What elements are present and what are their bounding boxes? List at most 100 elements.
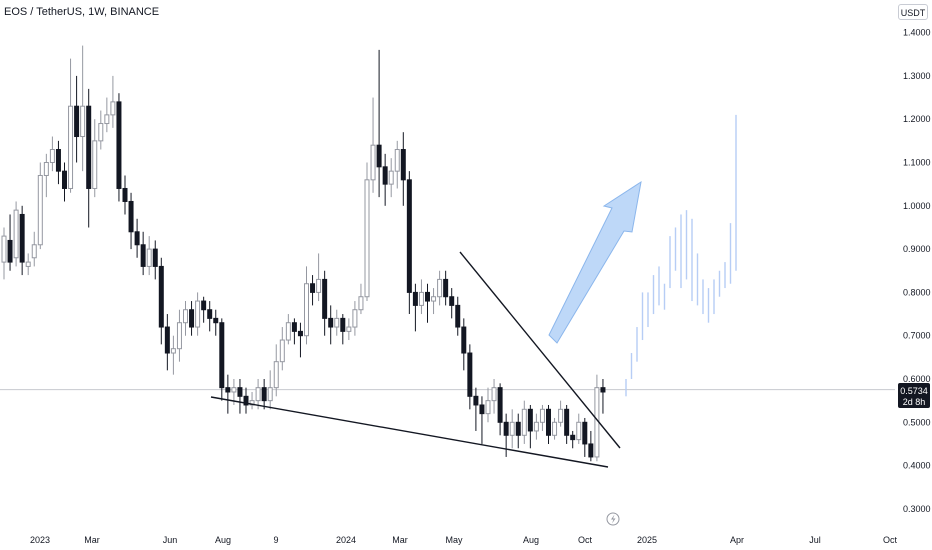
candle [473, 387, 479, 431]
currency-badge[interactable]: USDT [898, 4, 928, 20]
candle [400, 132, 406, 206]
candle [394, 140, 400, 189]
y-tick-label: 1.3000 [903, 71, 931, 81]
y-tick-label: 0.8000 [903, 287, 931, 297]
candle [213, 309, 219, 336]
candle [243, 387, 249, 414]
candle [189, 301, 195, 336]
candle [19, 205, 25, 276]
x-tick-label: Aug [523, 535, 539, 545]
candle [297, 322, 303, 358]
candle [546, 404, 551, 444]
candle [346, 318, 352, 341]
candle [364, 162, 370, 302]
candle [412, 283, 418, 332]
y-tick-label: 1.2000 [903, 114, 931, 124]
candle [582, 417, 588, 457]
candle [370, 97, 376, 193]
candle [515, 413, 521, 449]
candle [7, 214, 13, 271]
candle [533, 413, 539, 440]
candle [503, 413, 509, 457]
price-label-bg [898, 383, 930, 408]
candle [152, 240, 158, 280]
candle [164, 314, 170, 371]
candle [509, 409, 515, 449]
candle [207, 301, 213, 332]
resistance-trendline [459, 251, 621, 449]
lightning-icon[interactable] [606, 512, 620, 526]
candle [310, 275, 316, 306]
candle [68, 58, 74, 193]
candle [527, 404, 533, 449]
candle [455, 296, 461, 336]
candle [49, 136, 55, 172]
y-tick-label: 0.7000 [903, 331, 931, 341]
y-tick-label: 0.6000 [903, 374, 931, 384]
x-tick-label: Apr [730, 535, 744, 545]
candle [588, 430, 594, 462]
y-tick-label: 0.5000 [903, 417, 931, 427]
y-tick-label: 1.4000 [903, 28, 931, 38]
candle [443, 270, 449, 306]
candle [406, 171, 412, 315]
candle [564, 404, 570, 444]
candle [340, 314, 346, 345]
candlesticks [1, 45, 606, 462]
candle [255, 379, 261, 410]
candle [485, 387, 491, 423]
candle [25, 253, 31, 276]
candle [576, 413, 582, 444]
candle [74, 75, 80, 163]
x-tick-label: May [445, 535, 463, 545]
candle [358, 283, 364, 315]
time-axis: 2023 Mar Jun Aug 9 2024 Mar May Aug Oct 2025 Apr Jul… [30, 535, 898, 545]
candle [43, 153, 49, 198]
candle [134, 218, 140, 258]
candle [449, 288, 455, 319]
candle [291, 318, 297, 345]
candle [376, 49, 382, 198]
candle [539, 404, 545, 431]
candle [140, 231, 146, 276]
support-trendline [210, 396, 609, 468]
x-tick-label: Jul [809, 535, 821, 545]
x-tick-label: Oct [578, 535, 593, 545]
candle [13, 201, 19, 267]
y-tick-label: 0.3000 [903, 504, 931, 514]
candle [328, 305, 334, 345]
candle [491, 379, 497, 414]
candle [98, 110, 104, 150]
x-tick-label: 2023 [30, 535, 50, 545]
candle [304, 266, 309, 345]
candle [521, 400, 527, 444]
candle [558, 400, 564, 427]
candle [225, 374, 231, 414]
candle [461, 318, 467, 371]
candle [201, 296, 207, 323]
candle [418, 279, 424, 315]
candle [62, 162, 67, 202]
candle [382, 153, 388, 206]
candle [86, 88, 92, 228]
x-tick-label: Aug [215, 535, 231, 545]
candle [158, 257, 164, 345]
y-tick-label: 0.4000 [903, 461, 931, 471]
y-tick-label: 1.0000 [903, 201, 931, 211]
candle [122, 175, 128, 215]
candle [55, 140, 61, 185]
y-tick-label: 0.9000 [903, 244, 931, 254]
candle [437, 270, 443, 306]
candle [316, 253, 322, 302]
x-tick-label: Jun [163, 535, 178, 545]
countdown-label: 2d 8h [903, 397, 926, 407]
candle [176, 309, 182, 362]
candle [37, 162, 43, 250]
x-tick-label: Mar [392, 535, 408, 545]
candle [110, 75, 116, 128]
x-tick-label: 9 [273, 535, 278, 545]
candle [1, 227, 7, 280]
candle [267, 370, 273, 410]
candle [219, 318, 225, 401]
